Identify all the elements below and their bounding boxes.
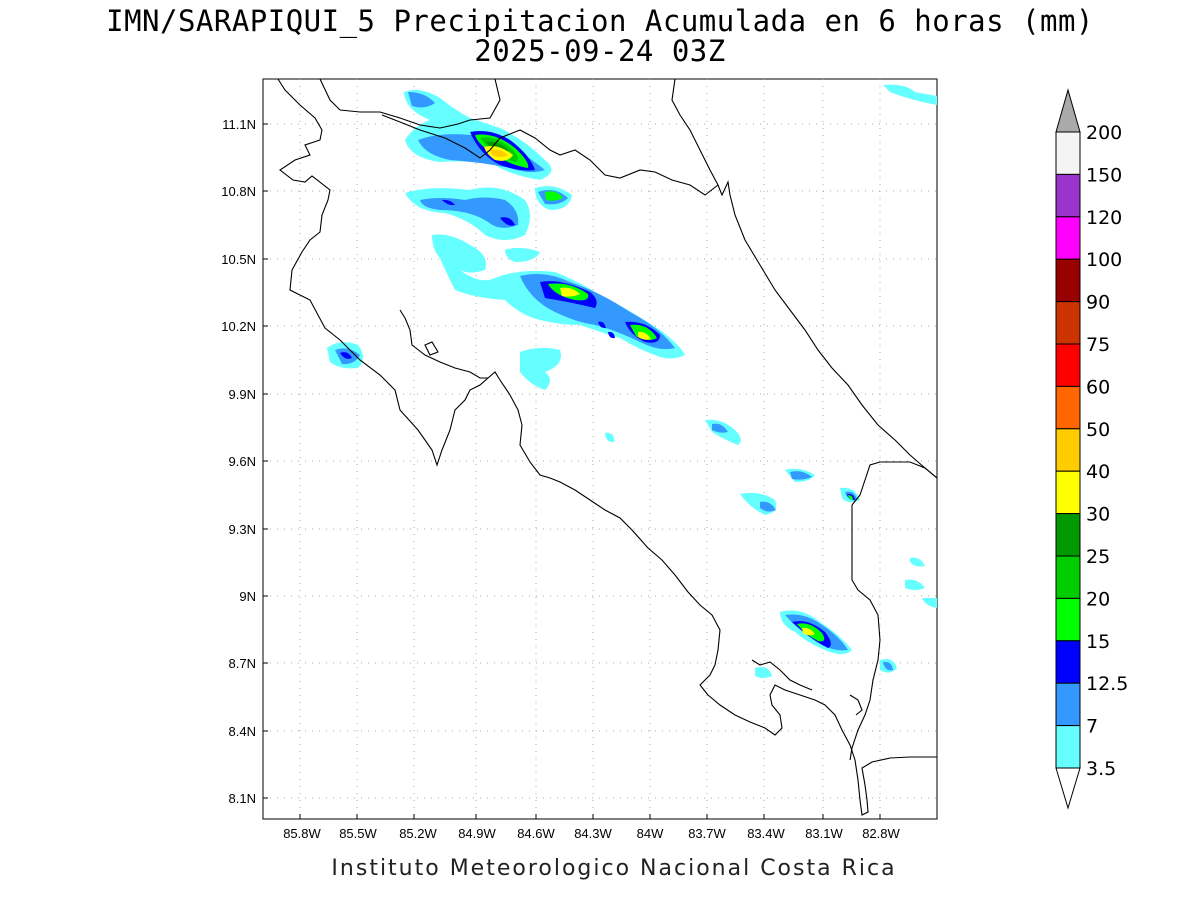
colorbar-swatch [1055,597,1081,642]
colorbar-swatch [1055,470,1081,515]
colorbar-swatch [1055,131,1081,175]
precip-area-15mm [545,191,563,201]
colorbar-swatch [1055,725,1081,769]
colorbar-bottom-arrow [1055,767,1081,810]
colorbar-label: 20 [1086,588,1110,610]
colorbar-swatch [1055,301,1081,345]
lat-tick-label: 9.9N [229,387,256,402]
colorbar-label: 120 [1086,207,1122,229]
colorbar-label: 12.5 [1086,673,1128,695]
colorbar-label: 150 [1086,164,1122,186]
colorbar-label: 15 [1086,631,1110,653]
colorbar-swatch [1055,385,1081,430]
precip-area-3_5mm [922,598,937,608]
colorbar-swatch [1055,173,1081,218]
map-frame [262,78,938,820]
colorbar-label: 25 [1086,546,1110,568]
colorbar-swatch [1055,428,1081,472]
colorbar-label: 60 [1086,376,1110,398]
precip-area-15mm [630,324,657,341]
colorbar-swatch [1055,513,1081,557]
colorbar-label: 40 [1086,461,1110,483]
precip-area-30mm [802,627,815,636]
lon-tick-label: 83.4W [747,826,785,841]
colorbar-label: 30 [1086,504,1110,526]
precip-area-12_5mm [500,217,515,226]
lat-tick-label: 8.7N [229,656,256,671]
precip-area-7mm [883,661,893,671]
precip-area-3_5mm [505,247,540,262]
lon-tick-label: 84.3W [574,826,612,841]
lat-tick-label: 10.5N [221,252,256,267]
precip-area-3_5mm [605,432,615,443]
lon-tick-label: 85.2W [399,826,437,841]
colorbar-swatch [1055,555,1081,599]
lon-tick-label: 83.7W [688,826,726,841]
lat-tick-label: 9.6N [229,454,256,469]
colorbar-swatch [1055,343,1081,387]
colorbar-swatch [1055,640,1081,684]
lon-tick-label: 85.8W [283,826,321,841]
lat-tick-label: 9.3N [229,522,256,537]
coastlines [277,78,938,816]
chart-title: IMN/SARAPIQUI_5 Precipitacion Acumulada … [106,4,1094,38]
lon-tick-label: 84.6W [517,826,555,841]
precip-area-7mm [760,501,776,512]
colorbar-label: 100 [1086,249,1122,271]
precip-area-7mm [790,471,812,480]
colorbar-label: 75 [1086,334,1110,356]
precip-area-3_5mm [905,579,925,590]
longitude-axis: 85.8W 85.5W 85.2W 84.9W 84.6W 84.3W 84W … [283,814,901,841]
colorbar-label: 90 [1086,292,1110,314]
lon-tick-label: 82.8W [862,826,900,841]
precip-area-3_5mm [755,667,772,678]
footer-credit: Instituto Meteorologico Nacional Costa R… [331,856,897,881]
precip-area-30mm [638,331,651,340]
colorbar-label: 3.5 [1086,758,1116,780]
precip-area-12_5mm [608,331,615,339]
lon-tick-label: 84W [637,826,664,841]
precip-area-3_5mm [520,347,561,390]
precip-area-12_5mm [340,352,352,359]
colorbar-label: 200 [1086,122,1122,144]
colorbar-swatch [1055,682,1081,727]
lat-tick-label: 8.4N [229,724,256,739]
precip-area-40mm [490,149,508,157]
precipitation-field [327,84,937,678]
lon-tick-label: 85.5W [339,826,377,841]
precip-area-3_5mm [883,84,937,105]
lat-tick-label: 11.1N [222,117,256,132]
precip-area-12_5mm [598,321,606,329]
colorbar-top-arrow [1055,88,1081,133]
lat-tick-label: 10.8N [221,184,256,199]
precip-area-3_5mm [910,557,925,567]
lat-tick-label: 9N [239,589,256,604]
colorbar-label: 7 [1086,716,1098,738]
precip-area-12_5mm [442,199,455,206]
precip-area-7mm [408,92,435,108]
precip-area-7mm [712,423,728,433]
colorbar-label: 50 [1086,419,1110,441]
lon-tick-label: 83.1W [805,826,843,841]
precip-area-30mm [560,287,580,297]
precip-area-15mm [848,495,853,500]
precip-area-7mm [420,197,519,228]
colorbar-swatch [1055,216,1081,260]
lat-tick-label: 8.1N [229,791,256,806]
colorbar: 200 150 120 100 90 75 60 50 40 30 25 20 15 12.5 7 3.5 [1055,88,1128,810]
latitude-axis: 11.1N 10.8N 10.5N 10.2N 9.9N 9.6N 9.3N 9… [221,117,268,806]
lat-tick-label: 10.2N [221,319,256,334]
colorbar-swatch [1055,258,1081,303]
lon-tick-label: 84.9W [458,826,496,841]
chart-subtitle-datetime: 2025-09-24 03Z [474,34,726,68]
gridlines [263,79,937,819]
